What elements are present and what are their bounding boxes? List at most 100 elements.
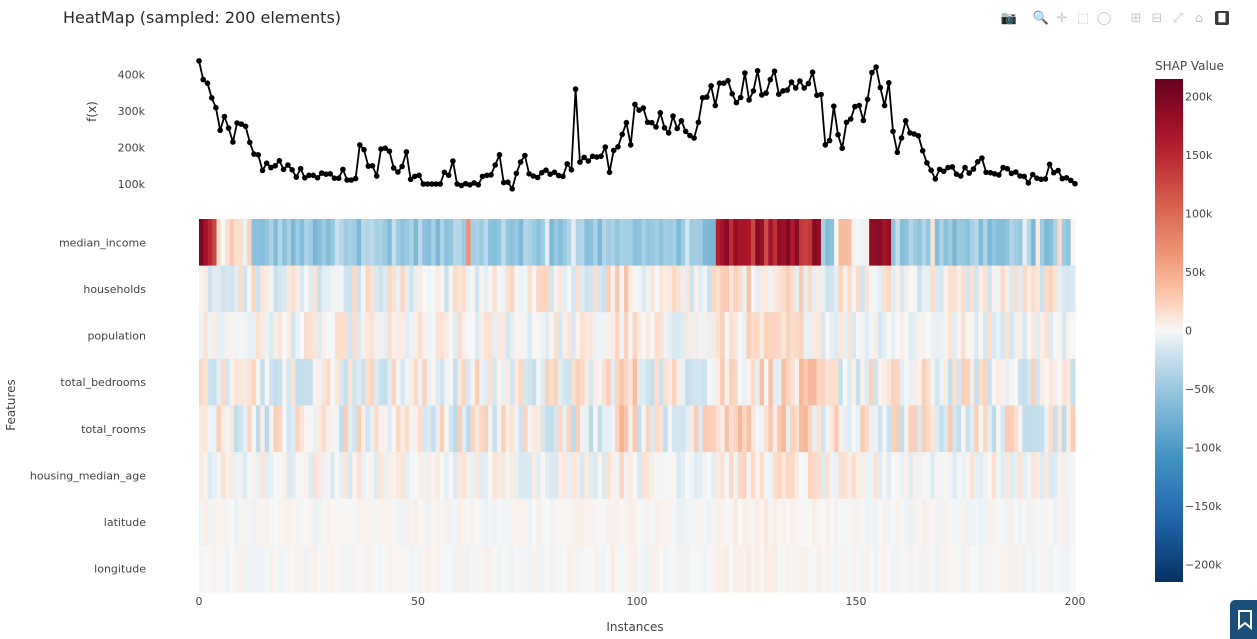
heatmap-cell[interactable] (952, 452, 958, 500)
heatmap-cell[interactable] (321, 265, 327, 313)
heatmap-cell[interactable] (807, 312, 813, 360)
fx-point[interactable] (412, 173, 418, 180)
heatmap-cell[interactable] (536, 358, 542, 407)
heatmap-cell[interactable] (369, 545, 375, 593)
heatmap-cell[interactable] (549, 498, 555, 546)
heatmap-cell[interactable] (961, 452, 967, 500)
heatmap-cell[interactable] (304, 312, 310, 360)
fx-point[interactable] (737, 94, 744, 101)
heatmap-cell[interactable] (847, 312, 853, 360)
heatmap-cell[interactable] (479, 265, 485, 313)
heatmap-cell[interactable] (199, 452, 204, 500)
heatmap-cell[interactable] (1057, 405, 1063, 453)
heatmap-cell[interactable] (733, 498, 739, 546)
heatmap-cell[interactable] (816, 358, 822, 407)
heatmap-cell[interactable] (501, 312, 507, 360)
heatmap-cell[interactable] (492, 312, 498, 360)
heatmap-cell[interactable] (312, 452, 318, 500)
heatmap-cell[interactable] (790, 358, 796, 407)
heatmap-cell[interactable] (339, 312, 345, 360)
heatmap-cell[interactable] (715, 405, 721, 453)
heatmap-cell[interactable] (904, 545, 910, 593)
heatmap-cell[interactable] (479, 219, 485, 267)
heatmap-cell[interactable] (926, 452, 932, 500)
heatmap-cell[interactable] (1000, 545, 1006, 593)
fx-point[interactable] (623, 119, 630, 126)
heatmap-cell[interactable] (908, 498, 914, 546)
heatmap-cell[interactable] (759, 265, 765, 313)
heatmap-cell[interactable] (439, 312, 445, 360)
heatmap-cell[interactable] (1022, 265, 1028, 313)
heatmap-cell[interactable] (540, 219, 546, 267)
heatmap-cell[interactable] (991, 312, 997, 360)
heatmap-cell[interactable] (400, 452, 406, 500)
heatmap-cell[interactable] (229, 545, 235, 593)
heatmap-cell[interactable] (777, 219, 783, 267)
heatmap-cell[interactable] (623, 312, 629, 360)
heatmap-cell[interactable] (974, 219, 980, 267)
heatmap-cell[interactable] (1013, 219, 1019, 267)
fx-point[interactable] (805, 80, 812, 87)
heatmap-cell[interactable] (282, 452, 288, 500)
heatmap-cell[interactable] (737, 219, 743, 267)
heatmap-cell[interactable] (242, 545, 248, 593)
fx-point[interactable] (729, 91, 735, 97)
heatmap-cell[interactable] (820, 498, 826, 546)
heatmap-cell[interactable] (917, 452, 923, 500)
fx-point[interactable] (213, 104, 219, 111)
heatmap-cell[interactable] (904, 452, 910, 500)
heatmap-cell[interactable] (658, 312, 664, 360)
heatmap-cell[interactable] (492, 219, 498, 267)
heatmap-cell[interactable] (312, 358, 318, 407)
heatmap-cell[interactable] (558, 405, 564, 453)
heatmap-cell[interactable] (961, 265, 967, 313)
fx-point[interactable] (361, 146, 367, 153)
heatmap-cell[interactable] (891, 405, 897, 453)
heatmap-cell[interactable] (352, 265, 358, 313)
heatmap-cell[interactable] (1039, 452, 1045, 500)
heatmap-cell[interactable] (860, 498, 866, 546)
heatmap-cell[interactable] (334, 312, 340, 360)
heatmap-cell[interactable] (803, 219, 809, 267)
heatmap-cell[interactable] (886, 498, 892, 546)
heatmap-cell[interactable] (733, 452, 739, 500)
heatmap-cell[interactable] (877, 498, 883, 546)
heatmap-cell[interactable] (488, 265, 494, 313)
heatmap-cell[interactable] (540, 312, 546, 360)
heatmap-cell[interactable] (882, 452, 888, 500)
fx-point[interactable] (204, 80, 211, 86)
heatmap-cell[interactable] (304, 452, 310, 500)
heatmap-cell[interactable] (225, 498, 231, 546)
heatmap-cell[interactable] (501, 405, 507, 453)
heatmap-cell[interactable] (391, 452, 397, 500)
zoom-icon[interactable]: 🔍 (1032, 10, 1050, 26)
heatmap-cell[interactable] (474, 498, 480, 546)
heatmap-cell[interactable] (1035, 545, 1041, 593)
heatmap-cell[interactable] (470, 219, 476, 267)
heatmap-cell[interactable] (978, 312, 984, 360)
heatmap-cell[interactable] (1066, 452, 1072, 500)
heatmap-cell[interactable] (768, 498, 774, 546)
heatmap-cell[interactable] (277, 312, 283, 360)
heatmap-cell[interactable] (912, 265, 918, 313)
heatmap-cell[interactable] (882, 219, 888, 267)
heatmap-cell[interactable] (317, 452, 323, 500)
heatmap-cell[interactable] (965, 498, 971, 546)
heatmap-cell[interactable] (768, 265, 774, 313)
heatmap-cell[interactable] (220, 312, 226, 360)
heatmap-cell[interactable] (518, 358, 524, 407)
heatmap-cell[interactable] (269, 498, 275, 546)
heatmap-cell[interactable] (983, 265, 988, 313)
heatmap-cell[interactable] (991, 219, 997, 267)
heatmap-cell[interactable] (575, 498, 581, 546)
heatmap-cell[interactable] (702, 405, 708, 453)
heatmap-cell[interactable] (321, 545, 327, 593)
heatmap-cell[interactable] (825, 498, 831, 546)
heatmap-cell[interactable] (689, 265, 695, 313)
heatmap-cell[interactable] (698, 312, 704, 360)
heatmap-cell[interactable] (347, 358, 353, 407)
heatmap-cell[interactable] (593, 358, 599, 407)
heatmap-cell[interactable] (829, 452, 835, 500)
heatmap-cell[interactable] (225, 545, 231, 593)
heatmap-cell[interactable] (829, 219, 835, 267)
